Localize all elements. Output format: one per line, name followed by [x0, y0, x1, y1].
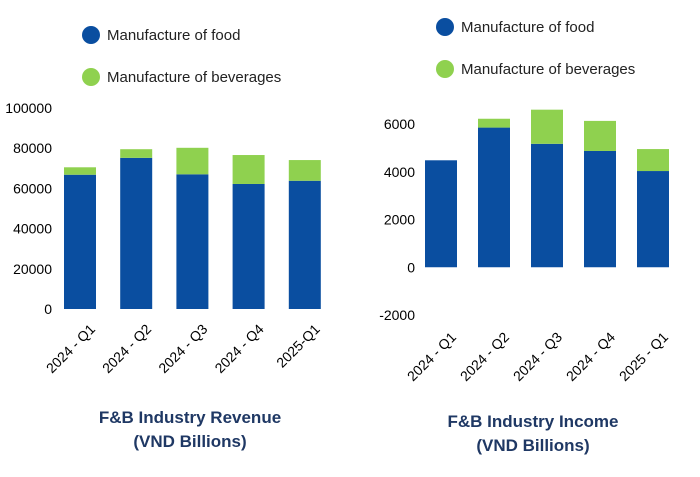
bar-segment-beverages — [232, 155, 265, 184]
legend-food-swatch — [436, 18, 454, 36]
x-tick-label: 2025-Q1 — [273, 321, 323, 371]
bar-segment-food — [232, 183, 265, 309]
legend-item-food: Manufacture of food — [82, 26, 240, 44]
x-tick-label: 2024 - Q4 — [563, 329, 618, 384]
y-tick-label: 80000 — [13, 140, 52, 156]
bar-segment-food — [425, 160, 457, 268]
x-tick-label: 2024 - Q3 — [155, 321, 210, 376]
y-tick-label: 0 — [44, 301, 52, 317]
x-tick-label: 2024 - Q2 — [457, 329, 512, 384]
y-tick-label: 20000 — [13, 261, 52, 277]
x-tick-label: 2024 - Q1 — [43, 321, 98, 376]
bar-segment-food — [478, 127, 510, 268]
x-tick-label: 2024 - Q2 — [99, 321, 154, 376]
y-tick-label: -2000 — [379, 307, 415, 323]
bar-segment-beverages — [64, 167, 96, 175]
revenue-title-line1: F&B Industry Revenue — [98, 408, 282, 427]
legend-food-swatch — [82, 26, 100, 44]
x-tick-label: 2025 - Q1 — [616, 329, 671, 384]
bar-segment-beverages — [288, 160, 321, 181]
y-tick-label: 100000 — [5, 100, 52, 116]
income-title-line2: (VND Billions) — [476, 436, 590, 455]
y-tick-label: 60000 — [13, 180, 52, 196]
bar-segment-food — [584, 150, 616, 268]
revenue-chart-title: F&B Industry Revenue (VND Billions) — [40, 406, 340, 454]
bar-segment-beverages — [637, 149, 669, 172]
legend-item-beverages: Manufacture of beverages — [436, 60, 635, 78]
bar-segment-food — [531, 143, 563, 268]
bar-segment-beverages — [176, 147, 209, 175]
y-tick-label: 4000 — [384, 164, 415, 180]
y-tick-label: 6000 — [384, 116, 415, 132]
bar-segment-food — [637, 171, 669, 268]
x-tick-label: 2024 - Q4 — [211, 321, 266, 376]
y-tick-label: 0 — [407, 259, 415, 275]
y-tick-label: 40000 — [13, 221, 52, 237]
legend-beverages-label: Manufacture of beverages — [107, 68, 282, 86]
legend-food-label: Manufacture of food — [107, 26, 241, 44]
legend-beverages-swatch — [436, 60, 454, 78]
income-title-line1: F&B Industry Income — [447, 412, 619, 431]
legend-item-beverages: Manufacture of beverages — [82, 68, 281, 86]
legend-item-food: Manufacture of food — [436, 18, 594, 36]
revenue-title-line2: (VND Billions) — [133, 432, 247, 451]
bar-segment-food — [176, 174, 209, 309]
bar-segment-food — [120, 157, 153, 309]
bar-segment-beverages — [531, 109, 563, 144]
bar-segment-food — [64, 174, 96, 309]
x-tick-label: 2024 - Q3 — [510, 329, 565, 384]
x-tick-label: 2024 - Q1 — [404, 329, 459, 384]
bar-segment-food — [288, 180, 321, 309]
y-tick-label: 2000 — [384, 212, 415, 228]
legend-beverages-label: Manufacture of beverages — [461, 60, 636, 78]
bar-segment-beverages — [584, 120, 616, 151]
income-chart-title: F&B Industry Income (VND Billions) — [383, 410, 683, 458]
bar-segment-beverages — [478, 118, 510, 128]
bar-segment-beverages — [120, 149, 153, 158]
legend-beverages-swatch — [82, 68, 100, 86]
legend-food-label: Manufacture of food — [461, 18, 595, 36]
